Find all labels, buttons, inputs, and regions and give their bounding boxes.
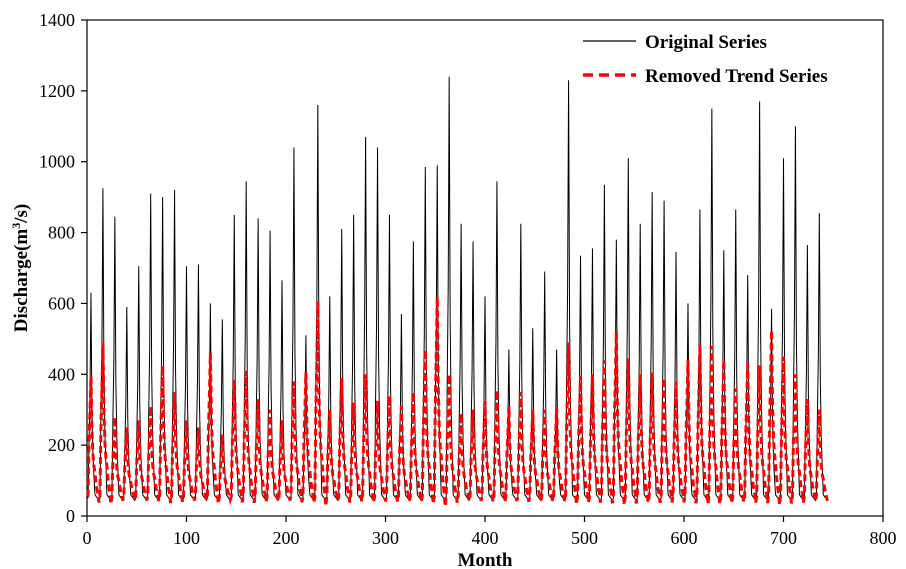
legend-label-removed-trend: Removed Trend Series [645,66,828,87]
y-axis-title-main: Discharge(m [11,229,32,333]
x-axis: 0 100 200 300 400 500 600 700 800 [83,516,897,548]
y-axis: 0 200 400 600 800 1000 1200 1400 [39,10,87,526]
x-tick-label: 700 [770,528,797,548]
y-tick-label: 1200 [39,81,75,101]
x-axis-title: Month [458,550,513,569]
x-tick-label: 400 [472,528,499,548]
y-tick-label: 800 [48,223,75,243]
x-tick-label: 100 [173,528,200,548]
x-tick-label: 0 [83,528,92,548]
y-tick-label: 600 [48,293,75,313]
series-layer [86,76,829,507]
x-tick-label: 800 [870,528,897,548]
x-tick-label: 200 [273,528,300,548]
x-tick-label: 500 [571,528,598,548]
x-tick-label: 300 [372,528,399,548]
legend: Original Series Removed Trend Series [583,32,828,87]
y-tick-label: 200 [48,435,75,455]
y-axis-title-sup: 3 [9,223,23,229]
x-tick-label: 600 [671,528,698,548]
legend-label-original: Original Series [645,32,767,53]
y-axis-title: Discharge(m3/s) [9,204,32,332]
y-tick-label: 1400 [39,10,75,30]
y-tick-label: 400 [48,364,75,384]
y-tick-label: 1000 [39,152,75,172]
removed-trend-series-line [86,296,829,507]
y-tick-label: 0 [66,506,75,526]
y-axis-title-tail: /s) [11,204,32,224]
